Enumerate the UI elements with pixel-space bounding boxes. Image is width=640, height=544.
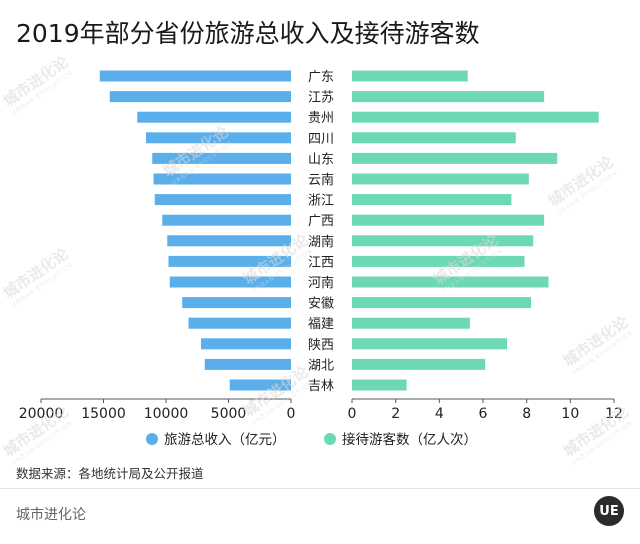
right-tick-label: 10 xyxy=(561,406,579,422)
right-tick-label: 6 xyxy=(479,406,488,422)
category-label: 湖南 xyxy=(308,234,334,250)
bar-income-1 xyxy=(109,91,291,103)
bar-visitors-8 xyxy=(352,235,534,247)
category-label: 吉林 xyxy=(308,379,334,394)
bar-visitors-13 xyxy=(352,338,508,350)
bar-income-3 xyxy=(146,132,291,144)
bar-visitors-0 xyxy=(352,70,468,82)
bar-income-2 xyxy=(137,111,291,123)
legend-marker-1 xyxy=(324,433,336,445)
category-label: 山东 xyxy=(308,152,334,167)
data-source: 数据来源：各地统计局及公开报道 xyxy=(16,466,204,481)
category-label: 云南 xyxy=(308,172,334,188)
bar-income-5 xyxy=(153,173,291,185)
category-label: 江苏 xyxy=(308,90,334,106)
bar-visitors-1 xyxy=(352,91,545,103)
bar-visitors-3 xyxy=(352,132,516,144)
bar-income-15 xyxy=(229,379,291,391)
bar-income-6 xyxy=(154,194,291,206)
category-label: 陕西 xyxy=(308,338,334,353)
divider xyxy=(0,488,640,489)
category-label: 安徽 xyxy=(308,297,334,312)
category-label: 河南 xyxy=(308,275,334,291)
bar-visitors-4 xyxy=(352,152,558,164)
left-tick-label: 15000 xyxy=(81,406,126,422)
right-tick-label: 12 xyxy=(605,406,623,422)
right-tick-label: 4 xyxy=(435,406,444,422)
bar-income-10 xyxy=(169,276,291,288)
brand-name: 城市进化论 xyxy=(16,507,86,523)
left-tick-label: 5000 xyxy=(211,406,247,422)
left-tick-label: 0 xyxy=(287,406,296,422)
bar-visitors-7 xyxy=(352,214,545,226)
bar-income-8 xyxy=(167,235,291,247)
category-label: 广西 xyxy=(308,214,334,229)
bar-visitors-5 xyxy=(352,173,529,185)
right-tick-label: 0 xyxy=(348,406,357,422)
chart-title: 2019年部分省份旅游总收入及接待游客数 xyxy=(16,19,480,48)
brand-logo: UE xyxy=(594,496,624,526)
bar-visitors-9 xyxy=(352,255,525,267)
bar-visitors-10 xyxy=(352,276,549,288)
bar-visitors-6 xyxy=(352,194,512,206)
bar-visitors-15 xyxy=(352,379,407,391)
bar-visitors-14 xyxy=(352,358,486,370)
bar-visitors-11 xyxy=(352,297,532,309)
category-label: 四川 xyxy=(308,132,334,147)
bar-income-12 xyxy=(188,317,291,329)
bar-income-4 xyxy=(152,152,291,164)
left-tick-label: 20000 xyxy=(19,406,64,422)
right-tick-label: 8 xyxy=(522,406,531,422)
category-label: 贵州 xyxy=(308,111,334,126)
category-label: 福建 xyxy=(308,317,334,332)
category-label: 广东 xyxy=(308,70,334,85)
category-label: 江西 xyxy=(308,255,334,270)
bar-income-7 xyxy=(162,214,291,226)
bar-income-0 xyxy=(99,70,291,82)
right-tick-label: 2 xyxy=(391,406,400,422)
bar-income-14 xyxy=(204,358,291,370)
bar-visitors-12 xyxy=(352,317,470,329)
category-label: 湖北 xyxy=(308,358,334,373)
bar-income-9 xyxy=(168,255,291,267)
bar-income-11 xyxy=(182,297,291,309)
bar-visitors-2 xyxy=(352,111,599,123)
left-tick-label: 10000 xyxy=(144,406,189,422)
bar-income-13 xyxy=(201,338,291,350)
legend-label-1: 接待游客数（亿人次） xyxy=(342,431,477,448)
legend-marker-0 xyxy=(146,433,158,445)
legend-label-0: 旅游总收入（亿元） xyxy=(164,432,286,448)
category-label: 浙江 xyxy=(308,194,334,209)
